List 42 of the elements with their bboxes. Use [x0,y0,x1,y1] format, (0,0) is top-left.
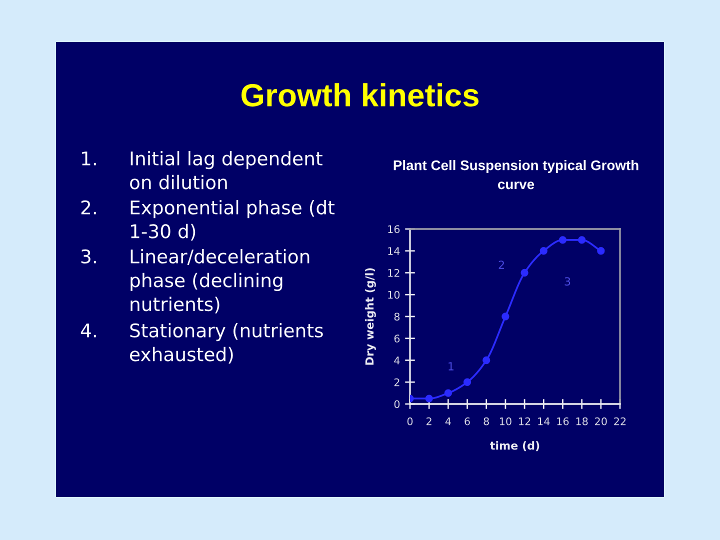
y-tick-label: 4 [394,356,400,364]
x-tick-label: 2 [426,417,432,426]
y-axis-title: Dry weight (g/l) [365,268,376,365]
text: 4. Stationary (nutrients exhausted) [80,323,323,364]
point [425,394,433,402]
text: 1. Initial lag dependent on dilution [82,151,322,190]
chart-title: Growth kinetics [242,83,479,107]
point [482,356,490,364]
x-tick-label: 10 [500,417,512,426]
y-tick-label: 6 [394,334,400,342]
point [502,312,510,320]
text: 3. Linear/deceleration phase (declining nutrients) [81,249,310,314]
x-axis-title: time (d) [490,441,540,452]
x-tick-label: 22 [614,417,626,426]
y-tick-label: 0 [394,400,400,408]
y-tick-label: 10 [388,290,400,299]
y-tick-label: 2 [394,378,400,386]
point [578,236,586,244]
chart-subtitle: Plant Cell Suspension typical Growth curve [394,160,638,190]
x-tick-label: 12 [519,417,530,426]
y-tick-label: 8 [394,312,400,321]
annotation: 2 [498,260,504,269]
x-tick-label: 20 [595,417,607,426]
x-tick-label: 16 [557,417,569,426]
point [597,247,605,255]
point [558,236,567,244]
point [520,268,528,277]
point [444,389,452,397]
y-tick-label: 14 [388,247,400,255]
x-tick-label: 18 [576,417,588,426]
x-tick-label: 8 [484,417,489,426]
x-tick-label: 6 [464,417,470,426]
point [540,247,548,255]
y-tick-label: 12 [388,268,400,277]
x-tick-label: 0 [407,417,413,426]
y-tick-label: 16 [388,225,400,234]
point [463,378,472,386]
text: 2. Exponential phase (dt 1-30 d) [81,200,334,241]
annotation: 1 [448,362,454,370]
x-tick-label: 14 [538,418,550,426]
x-tick-label: 4 [445,418,451,426]
annotation: 3 [564,277,570,286]
